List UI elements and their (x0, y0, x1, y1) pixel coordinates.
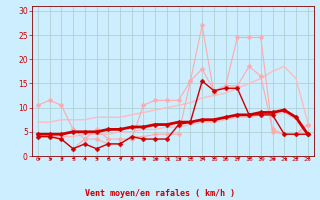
Text: Vent moyen/en rafales ( km/h ): Vent moyen/en rafales ( km/h ) (85, 189, 235, 198)
